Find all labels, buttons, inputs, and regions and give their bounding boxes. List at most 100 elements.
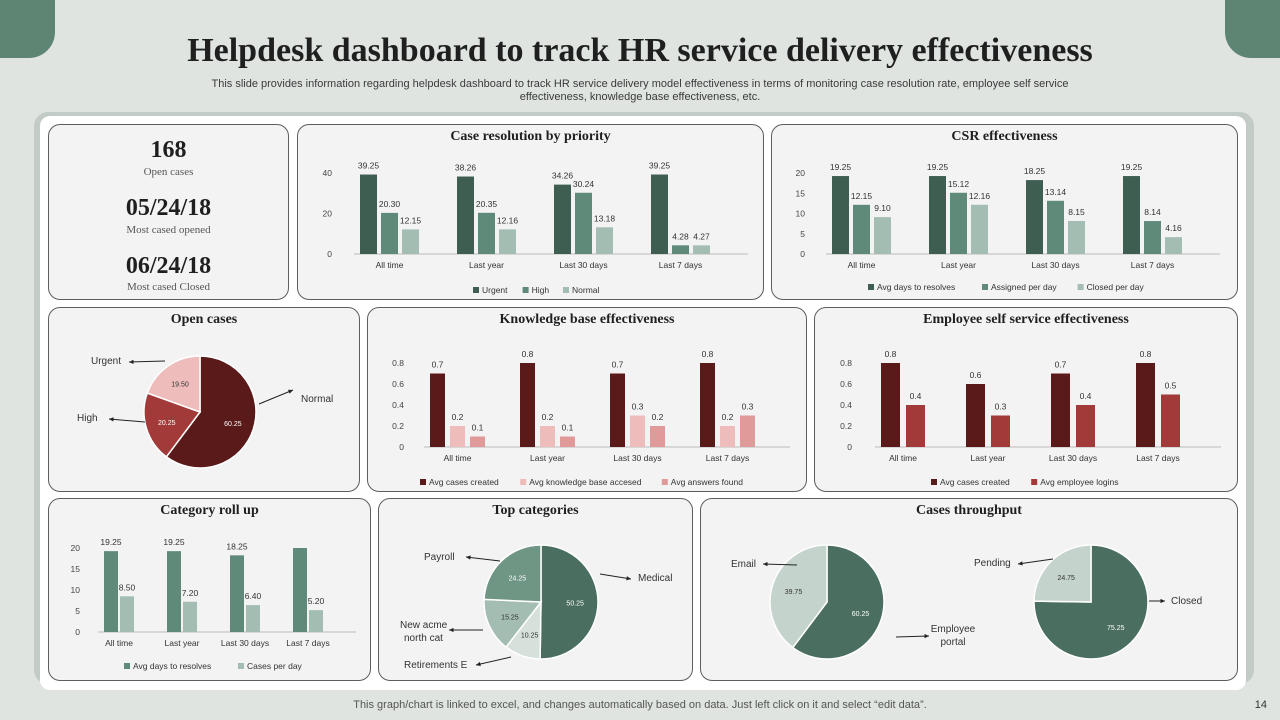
bar (596, 227, 613, 254)
data-label: 0.4 (910, 391, 922, 401)
y-tick-label: 0.4 (392, 400, 404, 410)
subtitle-line-1: This slide provides information regardin… (211, 78, 1069, 90)
cases-throughput-panel: Cases throughput 60.25 39.75 Email Employee… (700, 498, 1238, 681)
bar (478, 212, 495, 254)
employee-self-service-title: Employee self service effectiveness (923, 312, 1129, 327)
callout-line (128, 360, 166, 363)
data-label: 12.15 (851, 191, 873, 201)
bar (610, 373, 625, 447)
category-rollup-chart: 0 5 10 15 20 19.25 8.50 All time 19.25 7.20 Last y… (71, 537, 356, 671)
x-tick-label: All time (889, 453, 917, 463)
most-closed-label: Most cased Closed (126, 281, 211, 293)
pie-label: 60.25 (224, 421, 242, 428)
knowledge-base-panel: Knowledge base effectiveness 0 0.2 0.4 0.6 0… (367, 307, 807, 492)
legend-swatch (931, 479, 937, 485)
legend-swatch (522, 287, 529, 293)
y-tick-label: 0.8 (840, 358, 852, 368)
callout-arrowhead (1160, 598, 1165, 604)
category-rollup-panel: Category roll up 0 5 10 15 20 19.25 8.50 All ti… (48, 498, 371, 681)
pie-label: 50.25 (566, 600, 584, 607)
callout-arrowhead (109, 417, 114, 422)
bar (929, 176, 946, 254)
pie-slice (1033, 544, 1092, 603)
x-tick-label: Last 7 days (1131, 260, 1174, 270)
data-label: 13.14 (1045, 187, 1067, 197)
bar (120, 596, 134, 632)
legend-label: High (532, 285, 550, 295)
y-tick-label: 10 (71, 585, 81, 595)
open-cases-label: Open cases (143, 166, 194, 178)
y-tick-label: 5 (75, 606, 80, 616)
legend-swatch (563, 287, 569, 293)
legend-label: Avg employee logins (1040, 477, 1118, 487)
bar (1123, 176, 1140, 254)
bar (700, 363, 715, 447)
bar (1047, 200, 1064, 254)
data-label: 9.10 (874, 203, 891, 213)
y-tick-label: 0.6 (392, 379, 404, 389)
legend-swatch (420, 479, 426, 485)
most-closed-value: 06/24/18 (125, 253, 212, 279)
data-label: 15.12 (948, 179, 970, 189)
bar (1051, 373, 1070, 447)
bar (104, 551, 118, 632)
callout-line (1017, 558, 1054, 565)
pie-slice (539, 544, 599, 660)
legend-swatch (473, 287, 479, 293)
data-label: 39.25 (358, 161, 380, 171)
pie-label: 10.25 (521, 632, 539, 639)
y-tick-label: 0 (847, 442, 852, 452)
bar (950, 192, 967, 254)
legend-label: Closed per day (1087, 282, 1145, 292)
case-resolution-title: Case resolution by priority (450, 129, 611, 144)
data-label: 8.14 (1144, 207, 1161, 217)
open-cases-panel: Open cases 60.25 20.25 19.50 Normal Urgent Hi… (48, 307, 360, 492)
bar (1165, 237, 1182, 254)
legend-swatch (520, 479, 527, 485)
y-tick-label: 20 (71, 543, 81, 553)
csr-panel: CSR effectiveness 0 5 10 15 20 19.25 12.15 9.10… (771, 124, 1238, 300)
data-label: 19.25 (163, 537, 185, 547)
callout-line (475, 656, 512, 666)
legend-label: Avg days to resolves (877, 282, 955, 292)
bar (740, 415, 755, 447)
open-cases-value: 168 (150, 137, 187, 163)
y-tick-label: 0 (327, 249, 332, 259)
legend-swatch (661, 479, 668, 485)
callout-line (258, 389, 294, 405)
x-tick-label: Last 7 days (1136, 453, 1179, 463)
bar (1161, 394, 1180, 447)
bar (309, 610, 323, 632)
y-tick-label: 20 (323, 209, 333, 219)
x-tick-label: All time (848, 260, 876, 270)
bar (499, 229, 516, 254)
x-tick-label: Last year (530, 453, 565, 463)
pie-slice (146, 355, 201, 414)
callout-arrowhead (288, 389, 293, 394)
legend-swatch (868, 284, 874, 290)
bar (470, 436, 485, 447)
callout-arrowhead (466, 555, 471, 560)
callout-label: Pending (974, 558, 1011, 569)
callout-label: High (77, 413, 98, 424)
data-label: 18.25 (1024, 166, 1046, 176)
x-tick-label: All time (105, 638, 133, 648)
data-label: 12.16 (969, 191, 991, 201)
pie-slice (143, 392, 202, 458)
employee-self-service-chart: 0 0.2 0.4 0.6 0.8 0.8 0.4 All time 0.6 0.3 Last ye… (840, 349, 1221, 487)
data-label: 38.26 (455, 163, 477, 173)
bar (630, 415, 645, 447)
x-tick-label: Last 30 days (1031, 260, 1079, 270)
bar (430, 373, 445, 447)
y-tick-label: 0.4 (840, 400, 852, 410)
legend-label: Cases per day (247, 661, 303, 671)
knowledge-base-title: Knowledge base effectiveness (499, 312, 675, 327)
subtitle-line-2: effectiveness, knowledge base effectiven… (519, 91, 761, 103)
stats-panel: 168 Open cases 05/24/18 Most cased opene… (48, 124, 289, 300)
bar (991, 415, 1010, 447)
callout-label: New acme (400, 620, 448, 631)
callout-label: Normal (301, 394, 333, 405)
callout-label: portal (940, 637, 965, 648)
data-label: 0.2 (452, 412, 464, 422)
y-tick-label: 5 (800, 229, 805, 239)
